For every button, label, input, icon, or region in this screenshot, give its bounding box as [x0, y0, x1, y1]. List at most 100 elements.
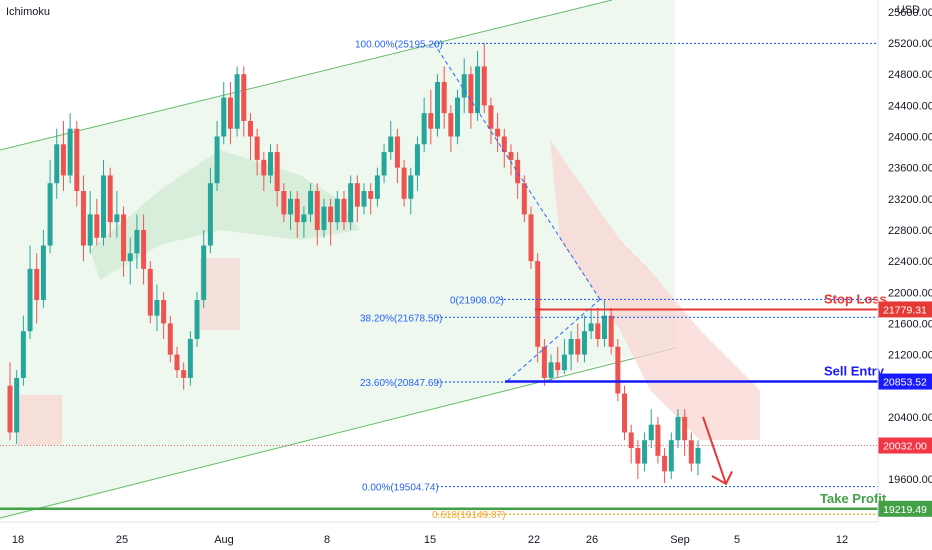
fib-level-label: 0.618(19149.87) [432, 510, 505, 521]
candle-body [54, 144, 60, 184]
candle-body [662, 455, 668, 472]
x-tick-label: 5 [734, 534, 740, 546]
fib-level-label: 0.00%(19504.74) [362, 483, 439, 494]
candle-body [348, 183, 354, 223]
candle-body [241, 74, 247, 121]
candle-body [194, 300, 200, 339]
candle-body [254, 136, 260, 160]
y-tick-label: 23200.00 [888, 194, 932, 206]
candle-body [434, 81, 440, 129]
candle-body [635, 448, 641, 464]
candle-body [381, 152, 387, 176]
candle-body [227, 97, 233, 129]
price-tag-bg [878, 301, 932, 318]
candle-body [20, 331, 26, 378]
candle-body [695, 448, 701, 464]
candle-body [401, 167, 407, 199]
channel-fill [0, 0, 675, 520]
y-tick-label: 21200.00 [888, 350, 932, 362]
candle-body [14, 377, 20, 433]
candle-body [87, 214, 93, 246]
y-tick-label: 19600.00 [888, 474, 932, 486]
candle-body [508, 152, 514, 160]
candle-body [107, 175, 113, 223]
candle-body [428, 113, 434, 129]
candle-body [461, 74, 467, 98]
y-tick-label: 22800.00 [888, 225, 932, 237]
candle-body [408, 175, 414, 199]
candle-body [101, 175, 107, 238]
candle-body [575, 338, 581, 355]
candle-body [541, 346, 547, 378]
down-arrow-head [711, 470, 733, 486]
candle-body [421, 113, 427, 145]
candle-body [655, 424, 661, 456]
y-tick-label: 20400.00 [888, 412, 932, 424]
candle-body [181, 370, 187, 378]
candle-body [501, 136, 507, 153]
candle-body [314, 191, 320, 230]
y-tick-label: 21600.00 [888, 318, 932, 330]
level-name-label: Sell Entry [824, 364, 885, 379]
candle-body [301, 214, 307, 223]
candle-body [161, 300, 167, 324]
candle-body [187, 338, 193, 378]
candle-body [548, 362, 554, 378]
candle-body [608, 315, 614, 347]
candle-body [361, 191, 367, 207]
fib-diagonal-line [433, 43, 601, 300]
candle-body [475, 66, 481, 114]
price-tag-bg [878, 373, 932, 390]
candle-body [114, 214, 120, 223]
candle-body [334, 198, 340, 223]
candle-body [40, 245, 46, 301]
candle-body [288, 198, 294, 215]
cloud-red-3 [550, 140, 760, 440]
currency-label: USD [896, 4, 920, 16]
candle-body [7, 385, 13, 433]
candle-body [134, 229, 140, 254]
candle-body [147, 268, 153, 316]
cloud-red-1 [18, 395, 62, 445]
candle-body [535, 261, 541, 347]
current-price-tag-label: 20032.00 [883, 441, 927, 453]
candle-body [321, 206, 327, 230]
candle-body [354, 183, 360, 207]
price-tag-label: 21779.31 [883, 304, 927, 316]
candle-body [141, 229, 147, 269]
y-tick-label: 25200.00 [888, 38, 932, 50]
candle-body [67, 128, 73, 176]
candle-body [388, 136, 394, 153]
candle-body [34, 268, 40, 301]
y-tick-label: 22400.00 [888, 256, 932, 268]
candle-body [261, 159, 267, 176]
candle-body [581, 331, 587, 355]
x-tick-label: 26 [586, 534, 598, 546]
candle-body [568, 338, 574, 355]
candle-body [94, 214, 100, 238]
candle-body [414, 144, 420, 176]
y-tick-label: 24800.00 [888, 69, 932, 81]
candle-body [27, 268, 33, 332]
candle-body [308, 191, 314, 215]
candle-body [207, 183, 213, 246]
x-tick-label: 18 [12, 534, 24, 546]
candle-body [468, 74, 474, 114]
candle-body [167, 323, 173, 355]
candle-body [274, 152, 280, 192]
fib-level-label: 0(21908.02) [450, 295, 504, 306]
candle-body [588, 323, 594, 332]
candle-body [247, 120, 253, 137]
candle-body [521, 183, 527, 215]
candle-body [60, 144, 66, 176]
price-tag-label: 20853.52 [883, 377, 927, 389]
x-tick-label: 25 [116, 534, 128, 546]
fib-level-label: 100.00%(25195.20) [355, 39, 443, 50]
candle-body [688, 440, 694, 464]
x-tick-label: 15 [424, 534, 436, 546]
candle-body [528, 214, 534, 262]
candle-body [234, 74, 240, 129]
candle-body [622, 393, 628, 433]
channel-upper-line [0, 0, 613, 151]
candle-body [374, 175, 380, 199]
